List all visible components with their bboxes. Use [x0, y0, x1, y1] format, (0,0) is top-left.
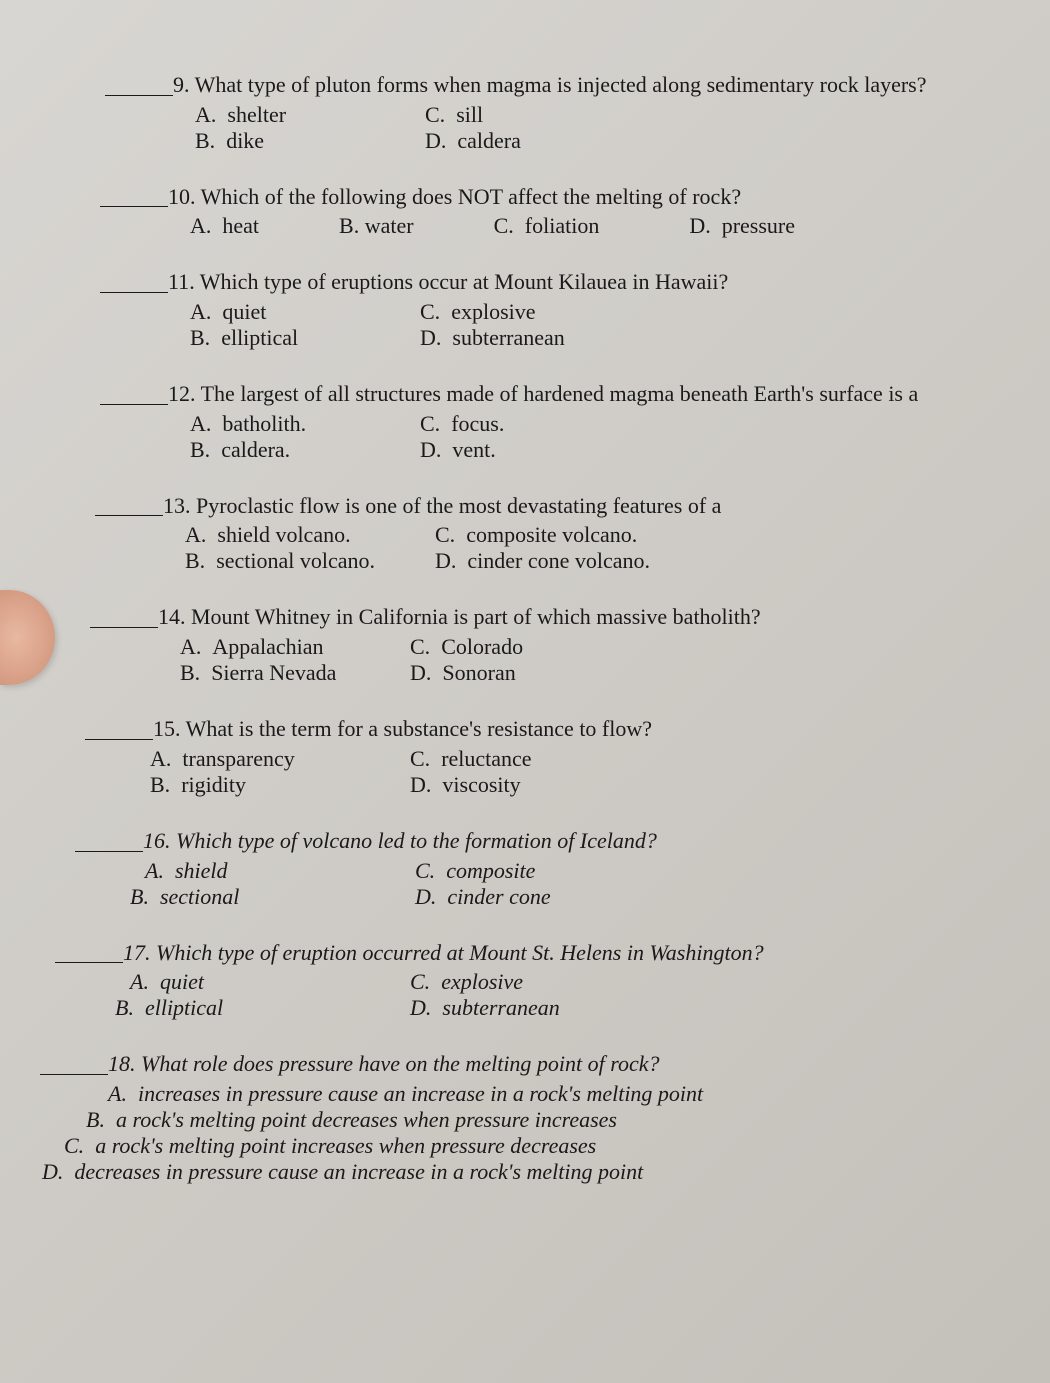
option-b[interactable]: B. elliptical: [115, 995, 395, 1021]
option-a[interactable]: A. transparency: [150, 746, 410, 772]
option-a[interactable]: A. quiet: [130, 969, 410, 995]
question-9-stem: 9. What type of pluton forms when magma …: [105, 70, 1050, 100]
question-text: Which type of eruption occurred at Mount…: [156, 940, 764, 965]
option-a[interactable]: A. Appalachian: [180, 634, 410, 660]
question-number: 9: [173, 72, 184, 97]
question-18-stem: 18. What role does pressure have on the …: [40, 1049, 1050, 1079]
option-d[interactable]: D. vent.: [420, 437, 496, 463]
question-text: Which type of volcano led to the formati…: [176, 828, 657, 853]
option-d[interactable]: D. Sonoran: [410, 660, 516, 686]
question-14-stem: 14. Mount Whitney in California is part …: [90, 602, 1050, 632]
question-17: 17. Which type of eruption occurred at M…: [0, 938, 1050, 1022]
question-15-stem: 15. What is the term for a substance's r…: [85, 714, 1050, 744]
question-14: 14. Mount Whitney in California is part …: [0, 602, 1050, 686]
option-b[interactable]: B. sectional volcano.: [185, 548, 435, 574]
question-text: Pyroclastic flow is one of the most deva…: [196, 493, 721, 518]
option-c[interactable]: C. explosive: [410, 969, 523, 995]
option-b[interactable]: B. water: [339, 213, 414, 239]
option-c[interactable]: C. composite volcano.: [435, 522, 637, 548]
answer-blank[interactable]: [55, 961, 123, 963]
question-18: 18. What role does pressure have on the …: [0, 1049, 1050, 1185]
answer-blank[interactable]: [85, 738, 153, 740]
answer-blank[interactable]: [100, 205, 168, 207]
question-number: 15: [153, 716, 175, 741]
question-10: 10. Which of the following does NOT affe…: [0, 182, 1050, 240]
question-text: What role does pressure have on the melt…: [141, 1051, 660, 1076]
option-d[interactable]: D. subterranean: [410, 995, 560, 1021]
question-number: 14: [158, 604, 180, 629]
question-number: 11: [168, 269, 189, 294]
question-9: 9. What type of pluton forms when magma …: [0, 70, 1050, 154]
option-a[interactable]: A. shelter: [195, 102, 425, 128]
question-text: Which of the following does NOT affect t…: [201, 184, 741, 209]
option-b[interactable]: B. a rock's melting point decreases when…: [86, 1107, 1050, 1133]
option-b[interactable]: B. caldera.: [190, 437, 420, 463]
answer-blank[interactable]: [105, 94, 173, 96]
option-c[interactable]: C. a rock's melting point increases when…: [64, 1133, 1050, 1159]
question-15: 15. What is the term for a substance's r…: [0, 714, 1050, 798]
answer-blank[interactable]: [75, 850, 143, 852]
question-text: The largest of all structures made of ha…: [201, 381, 919, 406]
answer-blank[interactable]: [100, 403, 168, 405]
question-text: Which type of eruptions occur at Mount K…: [200, 269, 728, 294]
option-a[interactable]: A. shield: [145, 858, 415, 884]
option-d[interactable]: D. decreases in pressure cause an increa…: [42, 1159, 1050, 1185]
option-d[interactable]: D. cinder cone volcano.: [435, 548, 650, 574]
question-16-stem: 16. Which type of volcano led to the for…: [75, 826, 1050, 856]
question-number: 10: [168, 184, 190, 209]
option-b[interactable]: B. rigidity: [150, 772, 410, 798]
question-13: 13. Pyroclastic flow is one of the most …: [0, 491, 1050, 575]
answer-blank[interactable]: [90, 626, 158, 628]
question-number: 12: [168, 381, 190, 406]
question-12-stem: 12. The largest of all structures made o…: [100, 379, 1050, 409]
question-11-stem: 11. Which type of eruptions occur at Mou…: [100, 267, 1050, 297]
option-d[interactable]: D. subterranean: [420, 325, 565, 351]
option-d[interactable]: D. pressure: [689, 213, 795, 239]
question-13-stem: 13. Pyroclastic flow is one of the most …: [95, 491, 1050, 521]
question-12: 12. The largest of all structures made o…: [0, 379, 1050, 463]
question-11: 11. Which type of eruptions occur at Mou…: [0, 267, 1050, 351]
option-c[interactable]: C. foliation: [494, 213, 600, 239]
question-text: What is the term for a substance's resis…: [186, 716, 652, 741]
option-a[interactable]: A. increases in pressure cause an increa…: [108, 1081, 1050, 1107]
worksheet-page: 9. What type of pluton forms when magma …: [0, 70, 1050, 1185]
answer-blank[interactable]: [40, 1073, 108, 1075]
option-a[interactable]: A. quiet: [190, 299, 420, 325]
question-number: 13: [163, 493, 185, 518]
question-text: Mount Whitney in California is part of w…: [191, 604, 761, 629]
question-text: What type of pluton forms when magma is …: [195, 72, 927, 97]
option-c[interactable]: C. composite: [415, 858, 535, 884]
option-c[interactable]: C. reluctance: [410, 746, 532, 772]
option-d[interactable]: D. cinder cone: [415, 884, 551, 910]
question-number: 17: [123, 940, 145, 965]
option-c[interactable]: C. Colorado: [410, 634, 523, 660]
option-c[interactable]: C. sill: [425, 102, 685, 128]
question-number: 16: [143, 828, 165, 853]
answer-blank[interactable]: [95, 514, 163, 516]
option-a[interactable]: A. batholith.: [190, 411, 420, 437]
option-b[interactable]: B. dike: [195, 128, 425, 154]
question-17-stem: 17. Which type of eruption occurred at M…: [55, 938, 1050, 968]
option-a[interactable]: A. shield volcano.: [185, 522, 435, 548]
option-c[interactable]: C. explosive: [420, 299, 536, 325]
question-number: 18: [108, 1051, 130, 1076]
question-10-stem: 10. Which of the following does NOT affe…: [100, 182, 1050, 212]
option-b[interactable]: B. sectional: [130, 884, 400, 910]
option-d[interactable]: D. viscosity: [410, 772, 521, 798]
answer-blank[interactable]: [100, 291, 168, 293]
option-c[interactable]: C. focus.: [420, 411, 504, 437]
option-a[interactable]: A. heat: [190, 213, 259, 239]
option-d[interactable]: D. caldera: [425, 128, 685, 154]
option-b[interactable]: B. Sierra Nevada: [180, 660, 410, 686]
question-16: 16. Which type of volcano led to the for…: [0, 826, 1050, 910]
option-b[interactable]: B. elliptical: [190, 325, 420, 351]
